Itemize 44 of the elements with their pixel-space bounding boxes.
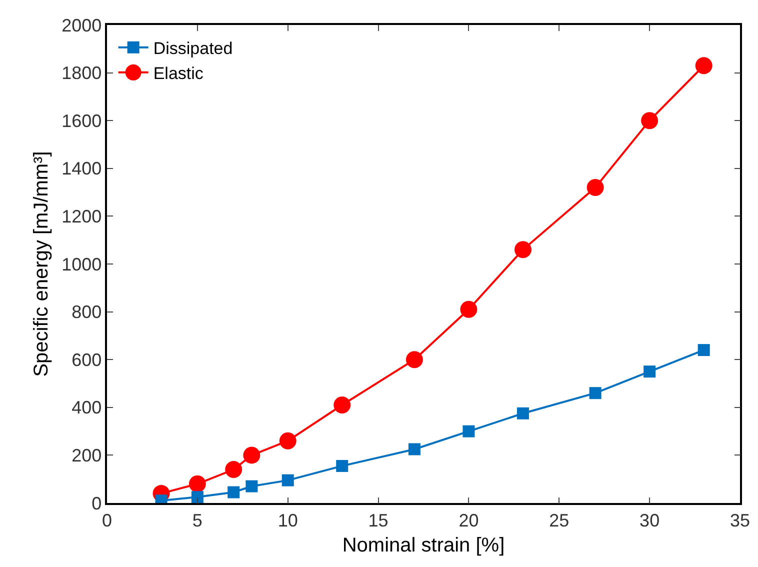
point	[641, 112, 658, 130]
point	[188, 475, 206, 492]
point	[279, 432, 296, 450]
point	[408, 443, 420, 456]
y-tick-label: 800	[72, 302, 102, 322]
x-tick-label: 30	[640, 510, 660, 530]
point	[460, 300, 478, 318]
point	[243, 446, 260, 464]
x-tick-label: 20	[458, 510, 479, 530]
y-tick-label: 0	[92, 493, 102, 514]
y-tick-label: 1800	[62, 63, 102, 84]
y-tick-label: 2000	[62, 15, 102, 36]
x-tick-label: 5	[192, 510, 202, 530]
y-tick-label: 1200	[62, 206, 102, 226]
point	[336, 460, 348, 472]
point	[644, 366, 656, 378]
x-tick-label: 25	[549, 510, 570, 530]
y-tick-label: 200	[72, 446, 102, 466]
point	[589, 387, 602, 400]
y-tick-label: 1400	[62, 158, 102, 179]
legend-label: Elastic	[153, 64, 204, 84]
point	[191, 491, 204, 503]
point	[282, 474, 294, 486]
point	[514, 241, 532, 258]
x-tick-label: 35	[730, 510, 750, 530]
point	[246, 480, 258, 492]
y-tick-label: 1600	[62, 110, 102, 131]
point	[225, 461, 242, 478]
point	[334, 396, 351, 414]
point	[462, 425, 475, 438]
y-axis-title: Specific energy [mJ/mm³]	[30, 151, 53, 377]
point	[228, 486, 240, 498]
x-tick-label: 10	[278, 510, 298, 530]
point	[406, 351, 423, 368]
point	[586, 179, 604, 196]
x-tick-label: 15	[368, 510, 388, 530]
y-tick-label: 1000	[62, 254, 102, 274]
point	[516, 407, 529, 420]
point	[695, 57, 712, 74]
x-axis-title: Nominal strain [%]	[342, 534, 505, 556]
y-tick-label: 600	[72, 350, 102, 370]
legend-label: Dissipated	[153, 38, 233, 58]
point	[698, 344, 710, 356]
y-tick-label: 400	[72, 398, 102, 418]
